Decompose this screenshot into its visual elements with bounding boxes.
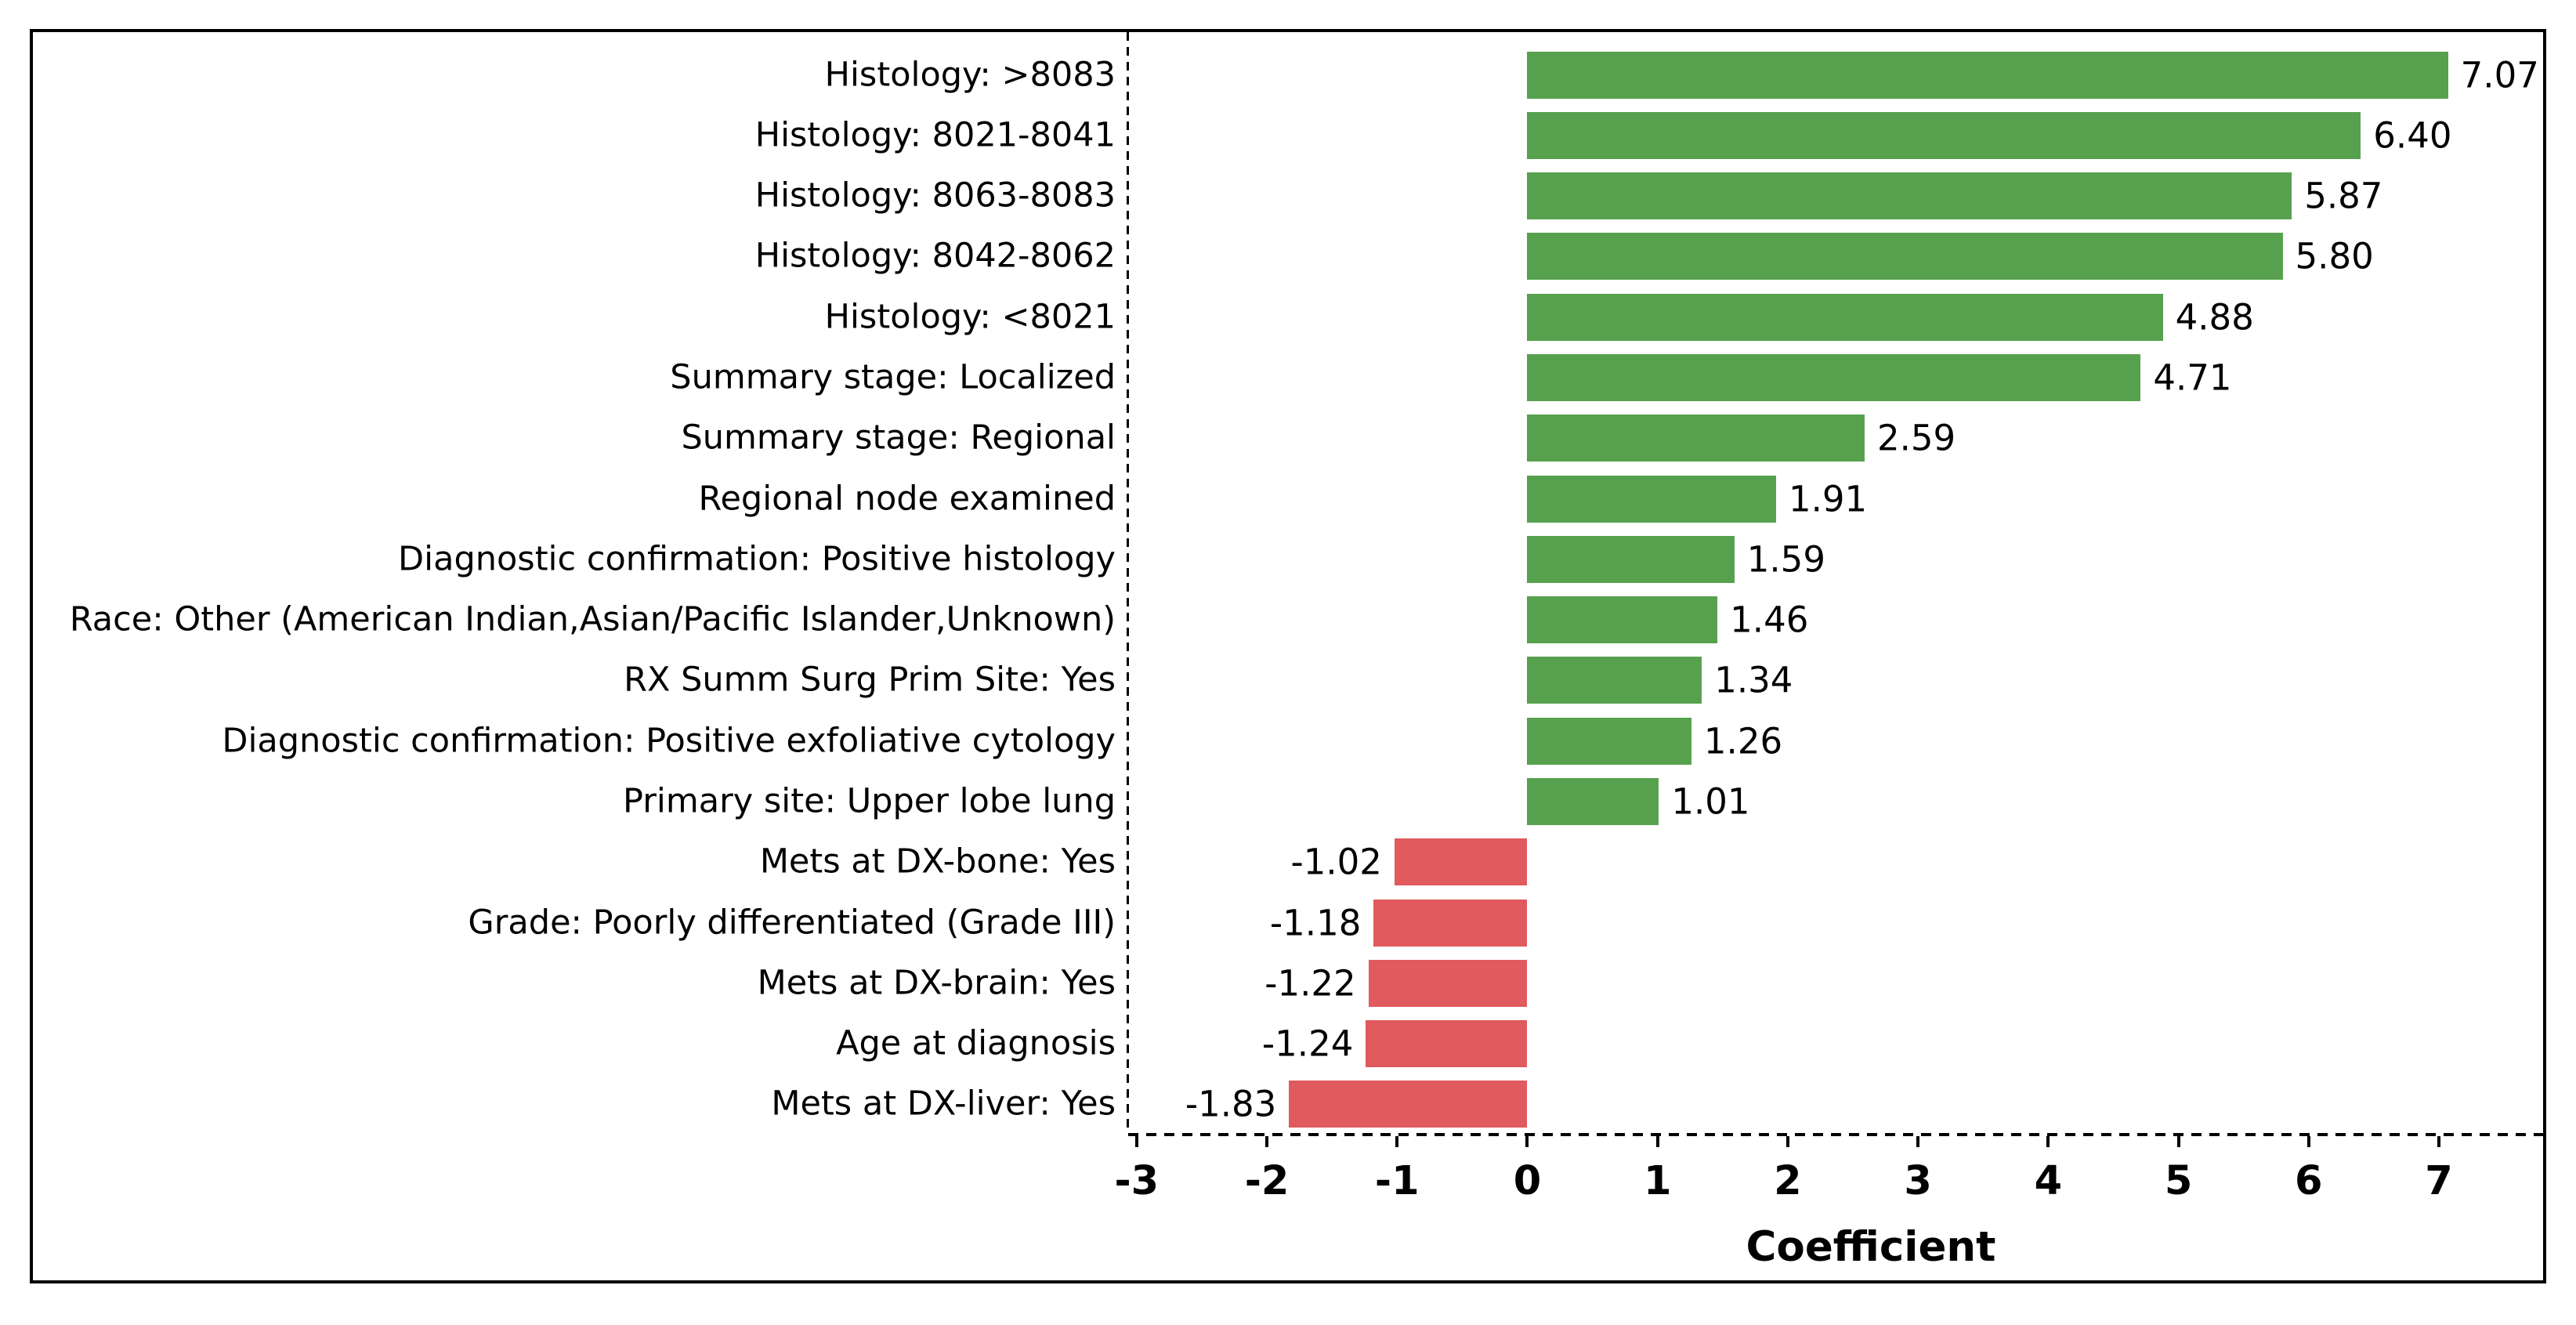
x-tick: [2306, 1136, 2310, 1147]
bar: [1527, 233, 2283, 281]
x-tick: [1525, 1136, 1529, 1147]
category-label: Histology: 8042-8062: [754, 236, 1116, 276]
category-label: Age at diagnosis: [836, 1023, 1116, 1063]
y-axis-spine: [1127, 32, 1129, 1133]
value-label: -1.02: [1290, 841, 1382, 883]
x-tick-label: -1: [1374, 1158, 1420, 1204]
value-label: 1.59: [1746, 538, 1825, 581]
bar: [1527, 172, 2292, 220]
bar: [1289, 1081, 1528, 1128]
bar: [1394, 838, 1528, 886]
bar: [1527, 717, 1691, 765]
value-label: 5.80: [2295, 235, 2374, 277]
bar: [1527, 777, 1659, 825]
category-label: Grade: Poorly differentiated (Grade III): [468, 903, 1116, 943]
x-axis-line: [1128, 1133, 2543, 1136]
value-label: -1.22: [1264, 962, 1356, 1005]
x-tick: [1655, 1136, 1659, 1147]
category-label: Diagnostic confirmation: Positive histol…: [398, 539, 1116, 579]
value-label: 1.26: [1703, 720, 1783, 762]
bar: [1527, 415, 1865, 462]
x-tick-label: 3: [1904, 1158, 1932, 1204]
bar: [1527, 111, 2361, 159]
value-label: 6.40: [2373, 114, 2452, 157]
x-tick: [1785, 1136, 1789, 1147]
x-axis-title: Coefficient: [1746, 1223, 1996, 1271]
value-label: -1.18: [1269, 902, 1362, 944]
bar: [1527, 475, 1776, 523]
bar: [1368, 959, 1528, 1007]
bar: [1527, 596, 1718, 644]
x-tick: [1395, 1136, 1399, 1147]
value-label: 5.87: [2304, 175, 2383, 217]
x-tick: [1265, 1136, 1269, 1147]
bar: [1366, 1020, 1528, 1068]
category-label: Histology: >8083: [824, 55, 1116, 95]
category-label: Summary stage: Regional: [681, 418, 1116, 458]
value-label: -1.24: [1261, 1023, 1354, 1065]
category-label: Race: Other (American Indian,Asian/Pacif…: [69, 599, 1116, 639]
x-tick: [2176, 1136, 2180, 1147]
value-label: 1.91: [1788, 478, 1868, 520]
category-label: Histology: <8021: [824, 297, 1116, 337]
category-label: Primary site: Upper lobe lung: [623, 781, 1116, 821]
x-tick-label: 6: [2295, 1158, 2323, 1204]
bar: [1527, 657, 1702, 704]
value-label: 4.71: [2153, 357, 2232, 399]
x-tick-label: -3: [1114, 1158, 1160, 1204]
x-tick-label: 4: [2034, 1158, 2063, 1204]
category-label: Histology: 8021-8041: [754, 115, 1116, 155]
category-label: Summary stage: Localized: [670, 357, 1116, 397]
value-label: 7.07: [2460, 54, 2539, 96]
bar: [1527, 354, 2141, 402]
x-tick-label: 2: [1774, 1158, 1802, 1204]
bar: [1373, 899, 1528, 947]
category-label: RX Summ Surg Prim Site: Yes: [624, 660, 1116, 700]
category-label: Regional node examined: [698, 479, 1116, 519]
category-label: Mets at DX-liver: Yes: [771, 1084, 1116, 1124]
bar: [1527, 293, 2163, 341]
category-label: Mets at DX-bone: Yes: [759, 842, 1116, 882]
value-label: 1.46: [1730, 599, 1809, 641]
category-label: Histology: 8063-8083: [754, 176, 1116, 215]
x-tick: [1916, 1136, 1920, 1147]
value-label: 1.01: [1671, 780, 1750, 823]
bar: [1527, 51, 2448, 99]
value-label: 4.88: [2175, 296, 2254, 338]
x-tick-label: -2: [1244, 1158, 1290, 1204]
x-tick-label: 7: [2425, 1158, 2453, 1204]
x-tick-label: 1: [1643, 1158, 1672, 1204]
category-label: Mets at DX-brain: Yes: [757, 963, 1116, 1003]
x-tick-label: 0: [1513, 1158, 1542, 1204]
value-label: 2.59: [1876, 417, 1956, 459]
x-tick-label: 5: [2164, 1158, 2193, 1204]
x-tick: [1134, 1136, 1138, 1147]
value-label: -1.83: [1185, 1083, 1277, 1125]
category-label: Diagnostic confirmation: Positive exfoli…: [222, 721, 1116, 761]
x-tick: [2046, 1136, 2050, 1147]
x-tick: [2437, 1136, 2441, 1147]
value-label: 1.34: [1714, 659, 1793, 701]
bar: [1527, 535, 1735, 583]
